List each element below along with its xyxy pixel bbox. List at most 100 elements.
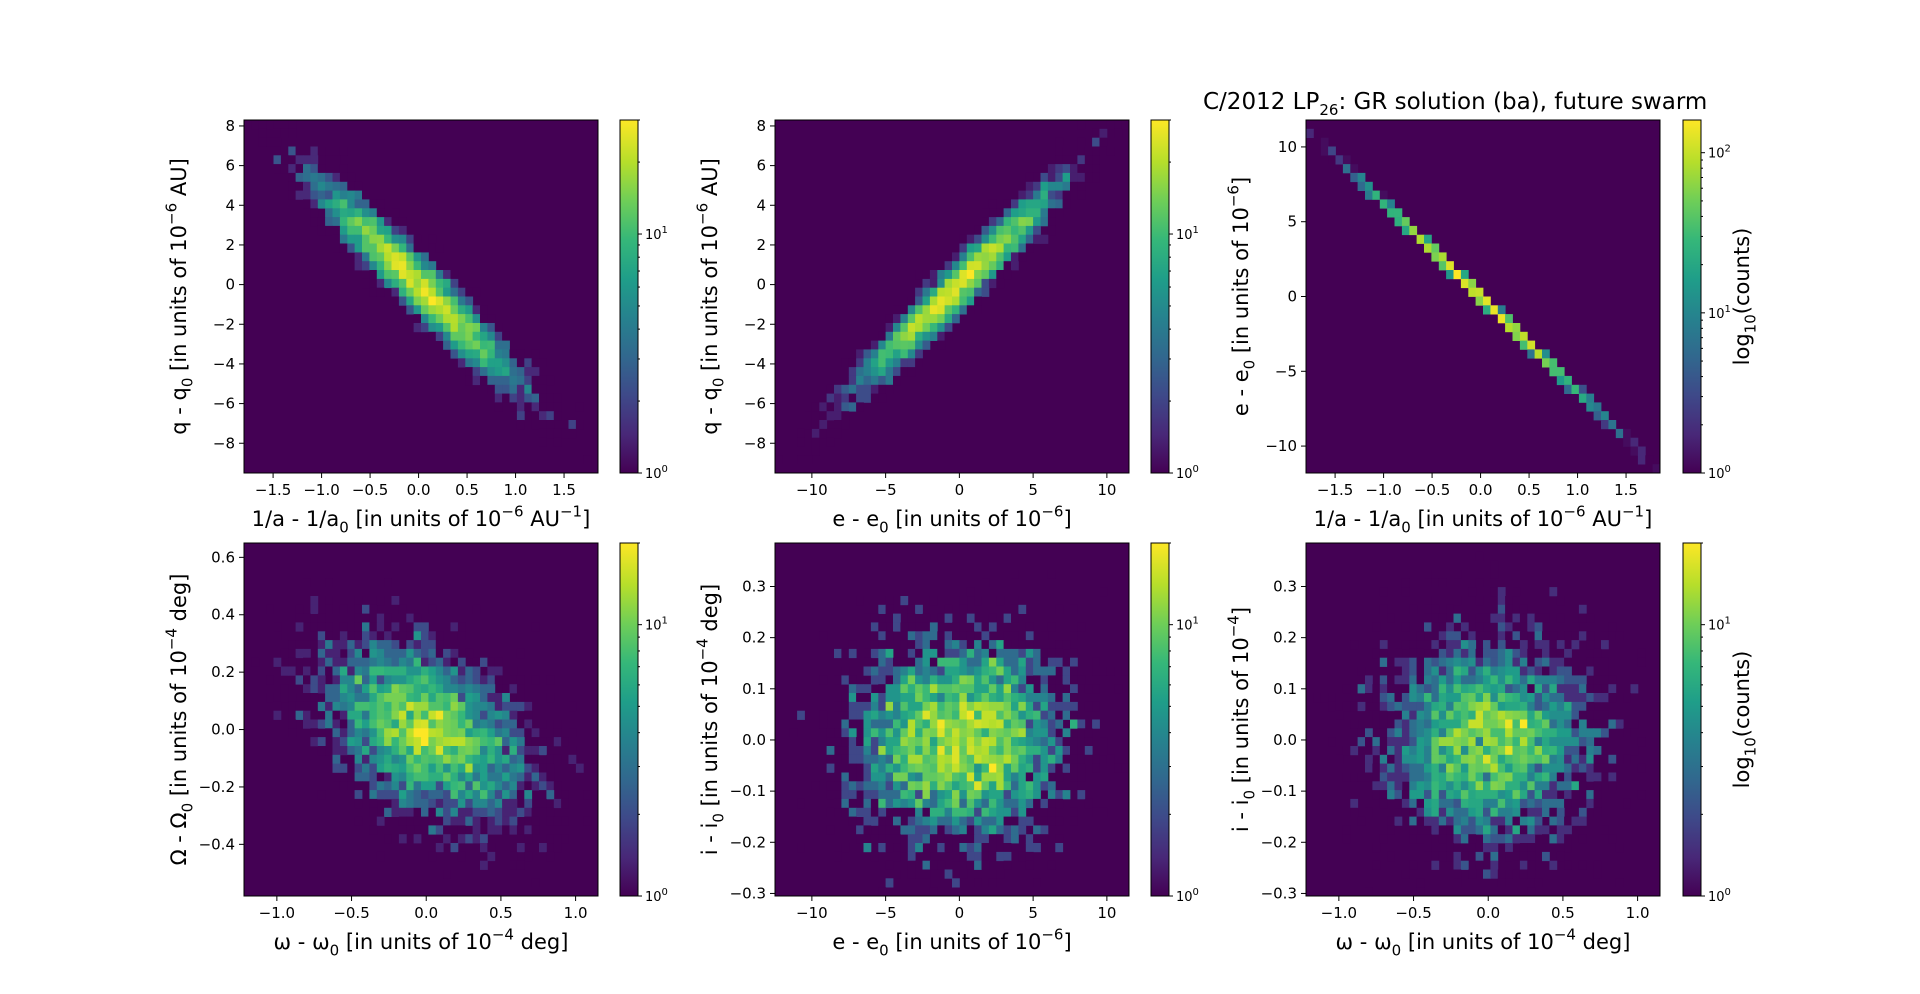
heatmap-cell bbox=[1527, 648, 1536, 659]
heatmap-cell bbox=[915, 340, 923, 350]
heatmap-cell bbox=[398, 807, 407, 817]
heatmap-cell bbox=[1379, 684, 1388, 694]
heatmap-cell bbox=[317, 199, 326, 209]
heatmap-cell bbox=[1003, 199, 1012, 209]
heatmap-cell bbox=[376, 243, 385, 253]
heatmap-cell bbox=[443, 754, 451, 764]
heatmap-cell bbox=[487, 701, 496, 712]
heatmap-cell bbox=[391, 648, 400, 659]
heatmap-cell bbox=[391, 790, 400, 800]
heatmap-cell bbox=[1453, 675, 1462, 685]
heatmap-cell bbox=[443, 287, 451, 297]
heatmap-cell bbox=[937, 843, 946, 853]
heatmap-cell bbox=[1475, 675, 1484, 685]
heatmap-cell bbox=[421, 657, 429, 667]
heatmap-cell bbox=[885, 754, 894, 764]
heatmap-cell bbox=[421, 763, 429, 773]
heatmap-cell bbox=[929, 816, 938, 826]
heatmap-cell bbox=[1357, 701, 1366, 712]
heatmap-cell bbox=[369, 640, 378, 650]
heatmap-cell bbox=[391, 217, 400, 227]
heatmap-cell bbox=[1460, 807, 1469, 817]
heatmap-cell bbox=[472, 701, 481, 712]
heatmap-cell bbox=[1401, 772, 1410, 782]
heatmap-cell bbox=[1490, 851, 1499, 862]
heatmap-cell bbox=[347, 234, 356, 244]
heatmap-cell bbox=[443, 719, 451, 729]
heatmap-cell bbox=[893, 772, 901, 782]
heatmap-cell bbox=[406, 798, 415, 809]
heatmap-cell bbox=[1438, 693, 1447, 703]
heatmap-cell bbox=[369, 217, 378, 227]
heatmap-cell bbox=[996, 710, 1005, 720]
heatmap-cell bbox=[509, 746, 518, 756]
heatmap-cell bbox=[1018, 798, 1027, 809]
heatmap-cell bbox=[1033, 737, 1041, 747]
heatmap-cell bbox=[1424, 622, 1432, 632]
heatmap-cell bbox=[937, 710, 946, 720]
heatmap-cell bbox=[959, 834, 968, 844]
heatmap-cell bbox=[893, 754, 901, 764]
heatmap-cell bbox=[1438, 613, 1447, 623]
heatmap-cell bbox=[1438, 790, 1447, 800]
heatmap-cell bbox=[1070, 763, 1078, 773]
heatmap-cell bbox=[959, 278, 968, 289]
heatmap-cell bbox=[480, 657, 488, 667]
heatmap-cell bbox=[487, 790, 496, 800]
heatmap-cell bbox=[354, 719, 363, 729]
heatmap-cell bbox=[915, 781, 923, 791]
heatmap-cell bbox=[1018, 737, 1027, 747]
heatmap-cell bbox=[487, 710, 496, 720]
heatmap-cell bbox=[509, 807, 518, 817]
heatmap-cell bbox=[553, 737, 562, 747]
heatmap-cell bbox=[937, 675, 946, 685]
y-tick-label: −0.3 bbox=[1261, 884, 1297, 902]
heatmap-cell bbox=[369, 693, 378, 703]
heatmap-cell bbox=[1401, 701, 1410, 712]
heatmap-cell bbox=[1018, 199, 1027, 209]
heatmap-cell bbox=[1033, 208, 1041, 218]
heatmap-cell bbox=[1527, 816, 1536, 826]
heatmap-cell bbox=[870, 728, 879, 738]
heatmap-cell bbox=[465, 358, 474, 368]
heatmap-cell bbox=[575, 402, 584, 412]
heatmap-cell bbox=[1335, 754, 1344, 764]
heatmap-cell bbox=[1033, 825, 1041, 835]
heatmap-cell bbox=[1350, 701, 1359, 712]
heatmap-cell bbox=[996, 261, 1005, 271]
heatmap-cell bbox=[1556, 596, 1565, 606]
heatmap-cell bbox=[428, 798, 437, 809]
heatmap-cell bbox=[362, 728, 370, 738]
heatmap-cell bbox=[1409, 604, 1418, 614]
heatmap-cell bbox=[516, 790, 525, 800]
heatmap-cell bbox=[1549, 640, 1558, 650]
heatmap-cell bbox=[1527, 772, 1536, 782]
heatmap-cell bbox=[1527, 834, 1536, 844]
heatmap-cell bbox=[553, 798, 562, 809]
heatmap-cell bbox=[539, 807, 547, 817]
heatmap-cell bbox=[502, 772, 510, 782]
heatmap-cell bbox=[369, 825, 378, 835]
heatmap-cell bbox=[900, 710, 909, 720]
heatmap-cell bbox=[1070, 807, 1078, 817]
heatmap-cell bbox=[443, 270, 451, 280]
heatmap-cell bbox=[900, 737, 909, 747]
heatmap-cell bbox=[258, 120, 267, 130]
heatmap-cell bbox=[450, 746, 459, 756]
heatmap-cell bbox=[310, 190, 319, 200]
heatmap-cells bbox=[775, 120, 1129, 465]
heatmap-cell bbox=[487, 675, 496, 685]
heatmap-cell bbox=[1468, 719, 1477, 729]
heatmap-cell bbox=[406, 772, 415, 782]
heatmap-cell bbox=[915, 631, 923, 641]
heatmap-cell bbox=[922, 807, 931, 817]
heatmap-cell bbox=[1564, 746, 1572, 756]
heatmap-cell bbox=[841, 754, 850, 764]
heatmap-cell bbox=[863, 367, 872, 377]
heatmap-cell bbox=[1070, 710, 1078, 720]
heatmap-cell bbox=[531, 622, 540, 632]
heatmap-cell bbox=[1556, 640, 1565, 650]
heatmap-cell bbox=[457, 287, 466, 297]
heatmap-cell bbox=[1011, 798, 1019, 809]
heatmap-cell bbox=[391, 807, 400, 817]
